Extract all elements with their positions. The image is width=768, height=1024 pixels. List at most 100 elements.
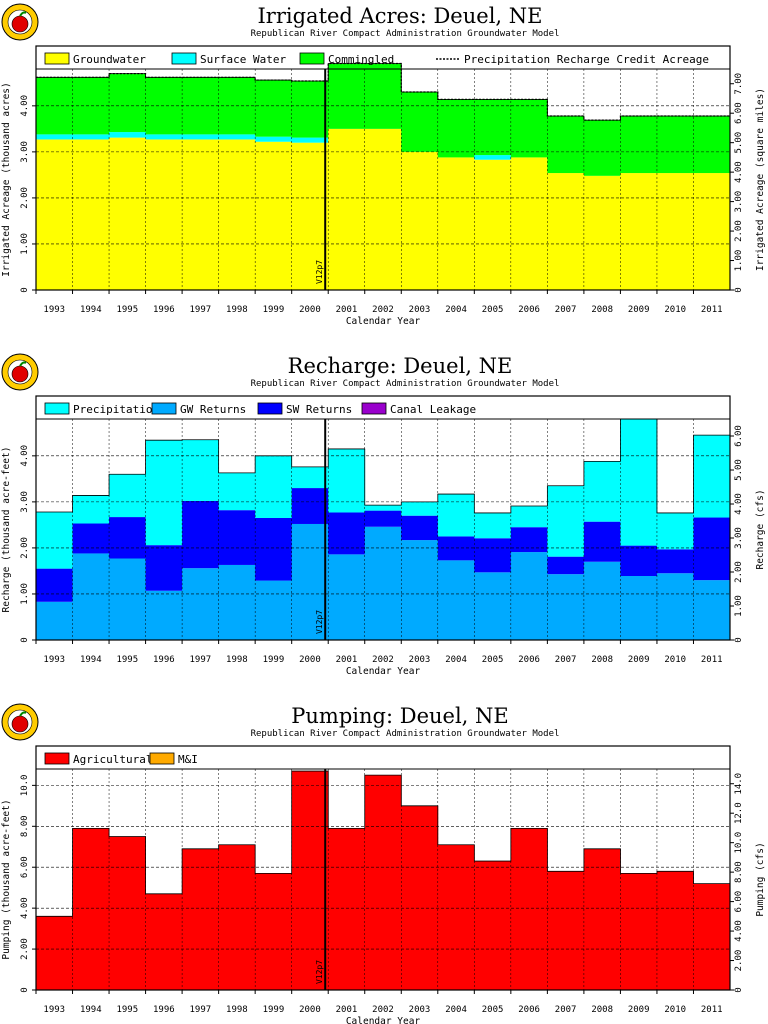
x-tick-label: 2001 <box>336 305 358 315</box>
x-tick-label: 1994 <box>80 305 102 315</box>
logo-apple <box>11 365 29 383</box>
y-axis-label: Pumping (thousand acre-feet) <box>1 799 12 959</box>
area-segment <box>693 580 731 640</box>
chart-title: Recharge: Deuel, NE <box>288 354 513 378</box>
y2-tick-label: 3.00 <box>734 191 744 213</box>
area-segment <box>255 141 293 290</box>
y2-tick-label: 1.00 <box>734 250 744 272</box>
y2-tick-label: 0 <box>734 987 744 992</box>
area-segment <box>474 512 512 539</box>
area-segment <box>693 115 731 174</box>
x-tick-label: 1993 <box>43 655 65 665</box>
area-segment <box>364 128 402 290</box>
area-segment <box>291 80 329 138</box>
y2-axis-label: Pumping (cfs) <box>755 842 766 916</box>
legend-swatch <box>299 52 325 65</box>
area-segment <box>510 157 548 290</box>
x-tick-label: 2010 <box>664 305 686 315</box>
apple-logo-icon <box>1 3 39 41</box>
area-segment <box>218 472 256 511</box>
legend-swatch <box>44 52 70 65</box>
x-tick-label: 2011 <box>701 305 723 315</box>
x-tick-label: 2006 <box>518 1005 540 1015</box>
x-tick-label: 1995 <box>116 1005 138 1015</box>
area-segment <box>547 115 585 174</box>
legend-swatch <box>257 402 283 415</box>
area-segment <box>474 538 512 573</box>
x-tick-label: 2003 <box>409 655 431 665</box>
area-segment <box>72 134 110 140</box>
area-segment <box>620 173 658 290</box>
area-segment <box>72 139 110 290</box>
y-tick-label: 3.00 <box>20 141 30 163</box>
y-tick-label: 6.00 <box>20 856 30 878</box>
area-segment <box>36 134 73 140</box>
area-segment <box>218 134 256 140</box>
y-tick-label: 2.00 <box>20 938 30 960</box>
area-segment <box>437 560 475 640</box>
area-segment <box>364 510 402 527</box>
x-tick-label: 2001 <box>336 1005 358 1015</box>
legend-swatch <box>44 752 70 765</box>
area-segment <box>291 142 329 290</box>
area-segment <box>474 155 512 160</box>
x-tick-label: 1996 <box>153 305 175 315</box>
area-segment <box>182 500 220 569</box>
series-outline <box>36 770 730 917</box>
y2-tick-label: 5.00 <box>734 459 744 481</box>
x-tick-label: 2008 <box>591 1005 613 1015</box>
y-axis-label: Recharge (thousand acre-feet) <box>1 447 12 613</box>
area-segment <box>583 561 621 640</box>
area-segment <box>547 556 585 575</box>
area-segment <box>401 151 439 290</box>
bar <box>583 848 621 990</box>
area-segment <box>437 157 475 290</box>
area-segment <box>620 419 658 546</box>
x-tick-label: 2007 <box>555 655 577 665</box>
x-tick-label: 1996 <box>153 1005 175 1015</box>
logo-leaf <box>19 11 27 17</box>
area-segment <box>510 527 548 553</box>
x-tick-label: 2005 <box>482 1005 504 1015</box>
area-segment <box>328 554 366 640</box>
chart-subtitle: Republican River Compact Administration … <box>251 29 560 39</box>
bar <box>291 771 329 990</box>
x-tick-label: 1993 <box>43 1005 65 1015</box>
x-tick-label: 1998 <box>226 655 248 665</box>
irrigated-acres-panel: Irrigated Acres: Deuel, NE Republican Riv… <box>0 0 768 335</box>
y2-tick-label: 14.0 <box>734 773 744 795</box>
area-segment <box>328 448 366 513</box>
x-tick-label: 2009 <box>628 1005 650 1015</box>
area-segment <box>36 512 73 569</box>
y2-tick-label: 4.00 <box>734 493 744 515</box>
recharge-panel: Recharge: Deuel, NE Republican River Comp… <box>0 350 768 685</box>
area-segment <box>145 590 183 640</box>
x-tick-label: 2007 <box>555 305 577 315</box>
area-segment <box>182 134 220 140</box>
x-tick-label: 2006 <box>518 655 540 665</box>
model-version-label: V12p7 <box>315 960 324 984</box>
area-segment <box>291 488 329 524</box>
y2-tick-label: 2.00 <box>734 950 744 972</box>
chart-title: Irrigated Acres: Deuel, NE <box>258 4 543 28</box>
area-segment <box>255 455 293 518</box>
area-segment <box>36 568 73 602</box>
area-segment <box>182 439 220 501</box>
x-tick-label: 2007 <box>555 1005 577 1015</box>
bar <box>401 805 439 990</box>
area-segment <box>620 576 658 640</box>
area-segment <box>364 63 402 129</box>
x-tick-label: 2011 <box>701 655 723 665</box>
chart-subtitle: Republican River Compact Administration … <box>251 729 560 739</box>
x-axis-label: Calendar Year <box>346 1016 421 1024</box>
bar <box>255 873 293 990</box>
x-tick-label: 2000 <box>299 305 321 315</box>
area-segment <box>182 139 220 290</box>
model-version-label: V12p7 <box>315 610 324 634</box>
y-tick-label: 3.00 <box>20 491 30 513</box>
y-tick-label: 1.00 <box>20 233 30 255</box>
area-segment <box>36 139 73 290</box>
x-tick-label: 2010 <box>664 1005 686 1015</box>
area-segment <box>474 99 512 156</box>
legend-swatch <box>361 402 387 415</box>
